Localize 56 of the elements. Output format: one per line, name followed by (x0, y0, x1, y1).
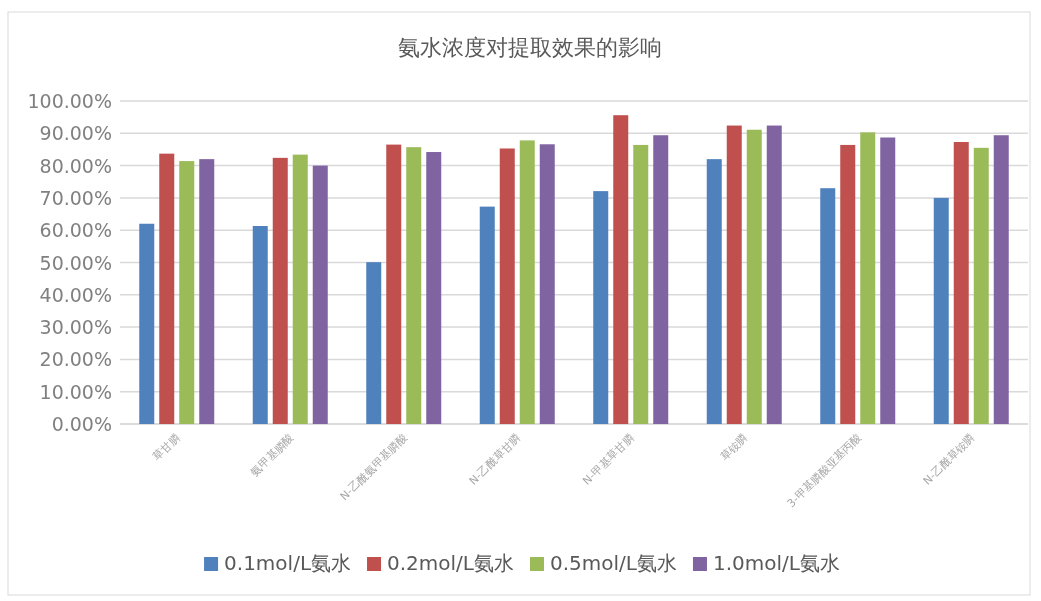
bar (252, 226, 268, 424)
bar (613, 115, 629, 424)
x-tick-label: 草甘膦 (150, 430, 183, 464)
y-tick-label: 0.00% (51, 413, 112, 435)
bar (199, 159, 215, 424)
bar (292, 154, 308, 424)
bar (746, 129, 762, 424)
legend-label: 0.5mol/L氨水 (550, 551, 677, 575)
legend-label: 1.0mol/L氨水 (712, 551, 840, 575)
bar (653, 135, 669, 424)
x-tick-label: 草铵膦 (717, 430, 751, 464)
y-tick-label: 80.00% (39, 154, 112, 177)
bar (539, 144, 555, 424)
y-tick-label: 60.00% (39, 219, 112, 242)
y-tick-label: 30.00% (39, 316, 112, 339)
bar (820, 188, 836, 424)
y-tick-label: 20.00% (39, 348, 112, 371)
bar (139, 223, 155, 424)
bar (860, 132, 876, 424)
bar (519, 140, 535, 424)
bar (593, 191, 609, 424)
bar (179, 161, 195, 424)
x-tick-label: N-乙酰草铵膦 (920, 430, 978, 488)
bar (499, 148, 515, 424)
y-tick-label: 40.00% (39, 283, 112, 306)
y-tick-label: 90.00% (39, 122, 112, 145)
bar (406, 147, 422, 424)
bar (366, 262, 382, 424)
x-tick-label: 3-甲基膦酸亚基丙酸 (784, 430, 864, 511)
legend-label: 0.1mol/L氨水 (224, 551, 352, 575)
bar (426, 152, 442, 424)
bar (272, 157, 288, 424)
bar (953, 142, 969, 424)
bar (880, 137, 896, 424)
bar (479, 206, 495, 424)
bar (933, 197, 949, 424)
legend-label: 0.2mol/L氨水 (387, 551, 514, 575)
bar (840, 144, 856, 424)
bar (633, 144, 649, 424)
bar (159, 153, 175, 424)
chart-title: 氨水浓度对提取效果的影响 (398, 35, 662, 60)
y-tick-label: 10.00% (39, 380, 112, 403)
bar (973, 147, 989, 424)
bar (993, 135, 1009, 424)
x-tick-label: N-甲基草甘膦 (580, 430, 637, 488)
bar (312, 165, 328, 424)
bar (766, 125, 782, 424)
x-tick-label: N-乙酰草甘膦 (466, 430, 524, 488)
bar (706, 159, 722, 424)
y-tick-label: 100.00% (27, 90, 112, 112)
bar (386, 144, 402, 424)
x-tick-label: N-乙酰氨甲基膦酸 (337, 430, 410, 504)
bar (726, 125, 742, 424)
y-tick-label: 70.00% (39, 186, 112, 209)
x-tick-label: 氨甲基膦酸 (248, 430, 297, 480)
y-tick-label: 50.00% (39, 251, 112, 274)
